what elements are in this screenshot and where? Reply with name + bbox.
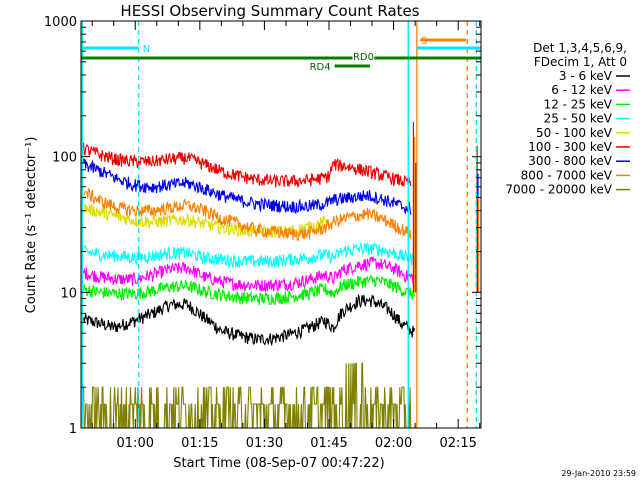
y-tick-label: 100: [52, 151, 77, 166]
legend-entry-label: 50 - 100 keV: [536, 126, 613, 140]
legend-header-decimation: FDecim 1, Att 0: [534, 55, 627, 69]
annotation-rd0: RD0: [81, 51, 481, 63]
legend-entry-label: 12 - 25 keV: [544, 97, 613, 111]
chart-title: HESSI Observing Summary Count Rates: [120, 2, 419, 20]
annotation-s: S: [416, 36, 481, 50]
y-tick-label: 1: [69, 422, 77, 437]
legend-entry-label: 300 - 800 keV: [528, 154, 612, 168]
footer-date: 29-Jan-2010 23:59: [561, 469, 636, 478]
annotation-label-bg: [352, 51, 375, 62]
series-7: [83, 158, 412, 215]
x-tick-label: 02:00: [375, 436, 412, 451]
series-line: [83, 187, 412, 241]
annotation-label: RD0: [353, 52, 374, 63]
annotation-label: N: [143, 44, 150, 55]
plot-area: N RD0 RD4 S: [81, 21, 481, 428]
y-tick-label: 10: [60, 286, 77, 301]
y-tick-label: 1000: [44, 15, 77, 30]
x-axis: 01:00 01:15 01:30 01:45 02:00 02:15: [91, 21, 481, 451]
series-line: [83, 241, 416, 269]
legend-entry-label: 25 - 50 keV: [544, 112, 613, 126]
series-line: [83, 203, 330, 239]
x-tick-label: 01:30: [246, 436, 283, 451]
x-tick-label: 02:15: [439, 436, 476, 451]
legend-entry-label: 7000 - 20000 keV: [505, 183, 612, 197]
series-5: [83, 203, 330, 239]
x-tick-label: 01:15: [181, 436, 218, 451]
legend: Det 1,3,4,5,6,9, FDecim 1, Att 0 3 - 6 k…: [505, 41, 630, 197]
series-4: [83, 241, 416, 269]
x-tick-label: 01:45: [310, 436, 347, 451]
legend-entry-label: 800 - 7000 keV: [521, 168, 613, 182]
plot-frame: [80, 20, 482, 429]
legend-header-detectors: Det 1,3,4,5,6,9,: [533, 41, 627, 55]
y-axis-label: Count Rate (s⁻¹ detector⁻¹): [24, 137, 39, 314]
x-axis-label: Start Time (08-Sep-07 00:47:22): [173, 456, 384, 471]
series-line: [83, 158, 412, 215]
annotation-label: RD4: [310, 62, 331, 73]
legend-entry-label: 100 - 300 keV: [528, 140, 612, 154]
annotation-rd4: RD4: [310, 62, 370, 73]
series-8: [83, 187, 412, 241]
legend-entry-label: 6 - 12 keV: [551, 83, 613, 97]
y-axis: 1 10 100 1000: [44, 15, 481, 437]
annotation-n: N: [81, 44, 150, 55]
legend-entry-label: 3 - 6 keV: [559, 69, 613, 83]
x-tick-label: 01:00: [117, 436, 154, 451]
